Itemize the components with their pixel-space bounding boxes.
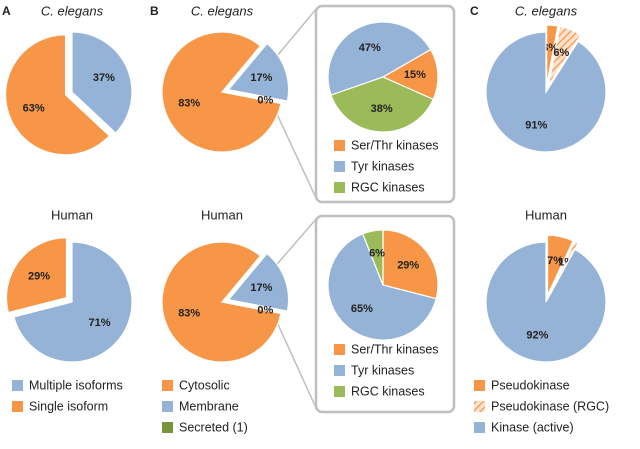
- legend-swatch: [162, 422, 173, 433]
- legend-swatch: [334, 161, 345, 172]
- pie-title: Human: [201, 207, 243, 222]
- pie-slice: [381, 48, 439, 101]
- value-label: 17%: [250, 282, 272, 294]
- legend-label: Pseudokinase (RGC): [491, 399, 609, 413]
- legend-label: RGC kinases: [351, 180, 425, 194]
- legend-swatch: [12, 401, 23, 412]
- pie-slice: [327, 233, 438, 341]
- pie-slice: [327, 21, 432, 96]
- legend-swatch: [334, 386, 345, 397]
- pie-slice: [546, 24, 559, 86]
- legend-label: Secreted (1): [179, 420, 248, 434]
- value-label: 0%: [257, 94, 273, 106]
- panel-label: B: [150, 4, 159, 18]
- value-label: 71%: [88, 317, 110, 329]
- pie-title: C. elegans: [41, 3, 104, 18]
- pie-slice: [5, 34, 111, 156]
- pie-slice: [485, 241, 607, 363]
- legend-swatch: [474, 422, 485, 433]
- legend-label: Ser/Thr kinases: [351, 342, 439, 356]
- pie-title: C. elegans: [515, 3, 578, 18]
- value-label: 83%: [178, 98, 200, 110]
- legend-label: Multiple isoforms: [29, 378, 123, 392]
- legend-swatch: [334, 365, 345, 376]
- legend-label: Cytosolic: [179, 378, 230, 392]
- pie-title: Human: [51, 207, 93, 222]
- value-label: 65%: [351, 303, 373, 315]
- pie-slice: [161, 31, 282, 153]
- connector: [271, 217, 318, 271]
- legend-label: Ser/Thr kinases: [351, 138, 439, 152]
- value-label: 29%: [28, 270, 50, 282]
- pie-slice: [382, 229, 439, 300]
- pie-title: Human: [525, 207, 567, 222]
- value-label: 17%: [250, 72, 272, 84]
- pie-slice: [547, 25, 582, 86]
- inset-box: [314, 4, 456, 204]
- pie-slice: [228, 302, 288, 316]
- panel-label: A: [2, 4, 11, 18]
- connector: [275, 319, 318, 411]
- connector: [275, 111, 318, 201]
- legend-label: RGC kinases: [351, 384, 425, 398]
- legend-label: Tyr kinases: [351, 363, 414, 377]
- pie-slice: [485, 31, 607, 153]
- legend-swatch: [162, 401, 173, 412]
- pie-slice: [361, 229, 384, 286]
- legend-swatch: [474, 380, 485, 391]
- pie-slice: [5, 237, 68, 314]
- legend-swatch: [12, 380, 23, 391]
- pie-slice: [546, 234, 574, 296]
- pie-title: C. elegans: [191, 3, 254, 18]
- value-label: 83%: [178, 308, 200, 320]
- legend-label: Pseudokinase: [491, 378, 570, 392]
- legend-swatch: [474, 401, 485, 412]
- pie-slice: [13, 241, 133, 363]
- legend-label: Kinase (active): [491, 420, 574, 434]
- value-label: 92%: [526, 330, 548, 342]
- legend-swatch: [334, 140, 345, 151]
- value-label: 6%: [553, 47, 569, 59]
- legend-label: Tyr kinases: [351, 159, 414, 173]
- connector: [271, 7, 318, 63]
- value-label: 47%: [359, 42, 381, 54]
- value-label: 38%: [371, 103, 393, 115]
- pie-slice: [227, 252, 290, 312]
- value-label: 6%: [369, 248, 385, 260]
- legend-swatch: [162, 380, 173, 391]
- value-label: 37%: [93, 72, 115, 84]
- legend-label: Single isoform: [29, 399, 108, 413]
- legend-label: Membrane: [179, 399, 239, 413]
- value-label: 0%: [257, 304, 273, 316]
- value-label: 15%: [404, 69, 426, 81]
- value-label: 7%: [547, 255, 563, 267]
- pie-slice: [227, 42, 290, 102]
- inset-box: [314, 214, 456, 414]
- pie-slice: [228, 92, 288, 106]
- panel-label: C: [470, 4, 479, 18]
- value-label: 91%: [525, 119, 547, 131]
- legend-swatch: [334, 182, 345, 193]
- value-label: 29%: [397, 259, 419, 271]
- pie-slice: [161, 241, 282, 363]
- value-label: 63%: [23, 103, 45, 115]
- legend-swatch: [334, 344, 345, 355]
- pie-slice: [71, 31, 133, 134]
- pie-slice: [330, 76, 435, 133]
